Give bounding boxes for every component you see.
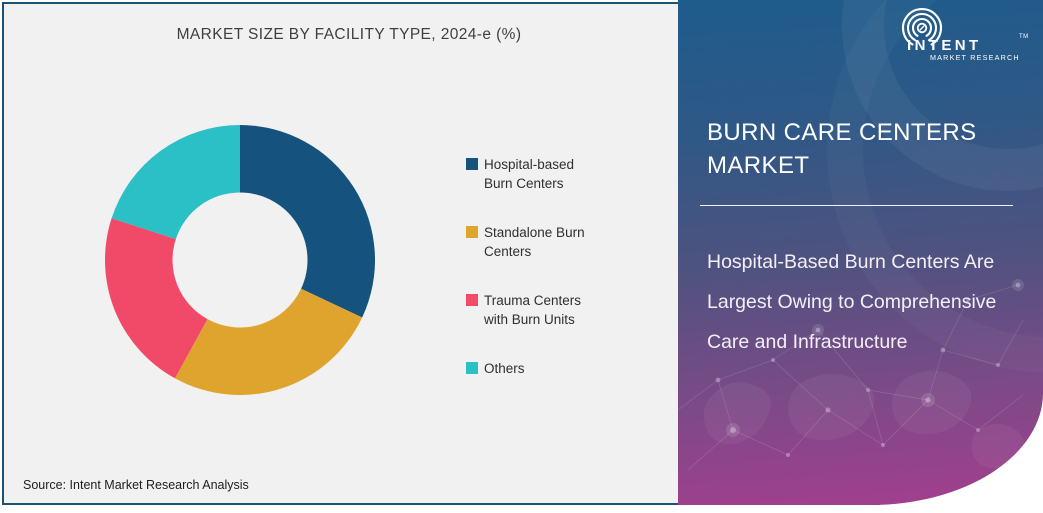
legend-swatch-others <box>466 362 478 374</box>
side-panel: INTENT TM MARKET RESEARCH BURN CARE CENT… <box>678 0 1043 505</box>
donut-segment-0 <box>240 125 375 318</box>
logo-trademark: TM <box>1019 34 1029 40</box>
legend-item-standalone: Standalone Burn Centers <box>466 223 616 261</box>
logo-center-slash <box>919 25 925 31</box>
legend-item-trauma: Trauma Centers with Burn Units <box>466 291 616 329</box>
legend-label: Others <box>484 361 525 376</box>
legend-item-others: Others <box>466 359 616 378</box>
legend-swatch-hospital-based <box>466 158 478 170</box>
legend-swatch-trauma <box>466 294 478 306</box>
intent-market-research-logo: INTENT TM MARKET RESEARCH <box>902 8 1029 62</box>
legend-swatch-standalone <box>466 226 478 238</box>
logo-wordmark: INTENT <box>907 37 982 54</box>
chart-title: MARKET SIZE BY FACILITY TYPE, 2024-e (%) <box>176 26 522 43</box>
logo-center-circle <box>916 22 928 34</box>
legend-label: Trauma Centers with Burn Units <box>484 293 582 327</box>
logo-arcs-icon <box>902 8 942 46</box>
chart-legend: Hospital-based Burn Centers Standalone B… <box>466 155 616 408</box>
panel-divider <box>700 205 1013 206</box>
donut-chart <box>105 125 375 395</box>
donut-chart-container <box>105 125 375 395</box>
donut-segment-2 <box>105 218 208 379</box>
panel-title: BURN CARE CENTERS MARKET <box>707 119 977 179</box>
legend-label: Hospital-based Burn Centers <box>484 157 575 191</box>
world-map-silhouette <box>703 370 1025 469</box>
legend-label: Standalone Burn Centers <box>484 225 585 259</box>
panel-subtitle: Hospital-Based Burn Centers Are Largest … <box>707 251 997 353</box>
donut-segment-3 <box>111 125 241 240</box>
legend-item-hospital-based: Hospital-based Burn Centers <box>466 155 616 193</box>
donut-segment-1 <box>174 288 363 395</box>
source-note: Source: Intent Market Research Analysis <box>23 478 249 492</box>
logo-tagline: MARKET RESEARCH <box>930 53 1020 62</box>
